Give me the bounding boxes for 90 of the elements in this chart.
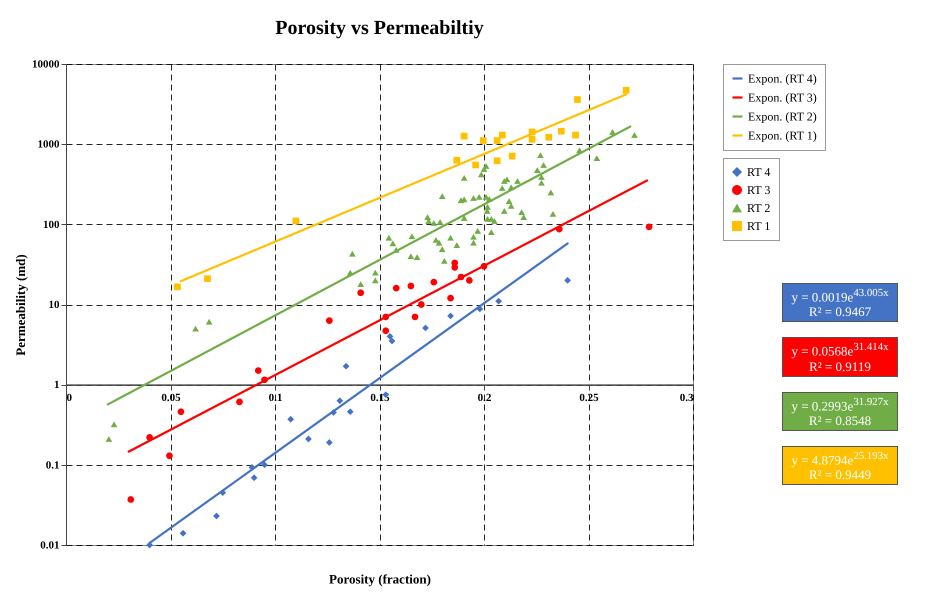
legend-label: Expon. (RT 4) <box>748 72 817 86</box>
point <box>326 317 333 324</box>
point <box>528 128 536 136</box>
point <box>499 132 506 138</box>
point <box>254 367 262 374</box>
point <box>472 162 479 168</box>
text: y = 4.8794e$^{25.193x}$ R² = 0.9449 <box>782 446 898 486</box>
point <box>382 327 390 334</box>
point <box>392 284 400 292</box>
legend-label: RT 2 <box>747 201 770 215</box>
point <box>330 409 337 416</box>
point <box>572 132 579 138</box>
y-tick-label: 0.1 <box>46 459 60 472</box>
y-tick-label: 1 <box>54 379 60 392</box>
legend-label: Expon. (RT 3) <box>748 90 817 104</box>
point <box>418 301 425 308</box>
point <box>458 274 464 280</box>
text: y = 0.0019e$^{43.005x}$ R² = 0.9467 <box>782 283 898 322</box>
point <box>386 333 394 340</box>
point <box>180 530 186 537</box>
point <box>412 314 418 320</box>
point <box>558 128 565 135</box>
point <box>556 226 563 233</box>
text: y = 0.0568e$^{31.414x}$ R² = 0.9119 <box>782 337 898 377</box>
point <box>146 434 153 441</box>
point <box>545 134 552 141</box>
legend-label: Expon. (RT 1) <box>748 128 817 142</box>
point <box>292 218 300 224</box>
point <box>622 86 630 94</box>
point <box>248 464 256 471</box>
point <box>430 278 438 286</box>
point <box>357 289 364 296</box>
point <box>494 137 501 144</box>
point <box>261 461 268 468</box>
point <box>336 397 344 404</box>
point <box>287 416 294 423</box>
point <box>236 398 243 406</box>
point <box>213 512 220 520</box>
point <box>146 542 153 548</box>
point <box>382 314 390 320</box>
y-tick-label: 100 <box>43 218 60 231</box>
point <box>388 338 396 344</box>
point <box>346 408 354 416</box>
x-tick-label: 0.05 <box>161 392 182 404</box>
point <box>466 277 473 284</box>
point <box>219 489 226 496</box>
legend-label: RT 3 <box>747 183 770 197</box>
legend-label: Expon. (RT 2) <box>748 110 817 124</box>
point <box>422 324 429 332</box>
chart-title: Porosity vs Permeabiltiy <box>275 17 484 39</box>
point <box>174 284 181 290</box>
y-tick-label: 0.01 <box>40 540 60 552</box>
legend-label: RT 4 <box>747 165 770 179</box>
point <box>166 452 173 460</box>
point <box>178 408 184 416</box>
text: y = 0.2993e$^{31.927x}$ R² = 0.8548 <box>782 392 898 431</box>
point <box>261 376 268 384</box>
point <box>342 362 350 370</box>
y-tick-label: 10 <box>48 299 60 311</box>
point <box>564 277 571 284</box>
point <box>495 298 502 305</box>
point <box>476 306 484 312</box>
legend-label: RT 1 <box>747 219 770 233</box>
point <box>250 474 258 482</box>
x-tick-label: 0 <box>66 392 72 404</box>
point <box>574 96 581 103</box>
point <box>204 275 211 282</box>
point <box>480 262 488 270</box>
y-axis-title: Permeability (md) <box>13 254 28 356</box>
point <box>646 224 652 230</box>
point <box>528 136 536 143</box>
x-tick-label: 0.25 <box>579 392 600 404</box>
point <box>326 439 333 446</box>
point <box>460 132 468 140</box>
point <box>447 294 454 302</box>
x-axis-title: Porosity (fraction) <box>329 572 431 586</box>
point <box>453 156 460 164</box>
point <box>407 282 414 290</box>
point <box>127 496 134 503</box>
x-tick-label: 0.1 <box>268 392 282 404</box>
x-tick-label: 0.2 <box>478 392 492 404</box>
point <box>494 157 501 164</box>
y-tick-label: 1000 <box>38 138 60 151</box>
point <box>305 436 312 442</box>
point <box>451 260 458 266</box>
x-tick-label: 0.3 <box>680 392 694 404</box>
point <box>480 137 487 144</box>
point <box>508 152 516 160</box>
y-tick-label: 10000 <box>32 58 60 70</box>
point <box>447 312 454 320</box>
